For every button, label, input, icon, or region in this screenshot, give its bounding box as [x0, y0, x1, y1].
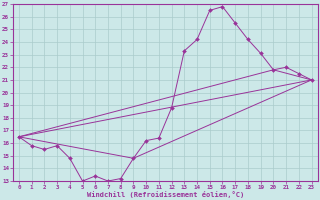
X-axis label: Windchill (Refroidissement éolien,°C): Windchill (Refroidissement éolien,°C)	[87, 191, 244, 198]
